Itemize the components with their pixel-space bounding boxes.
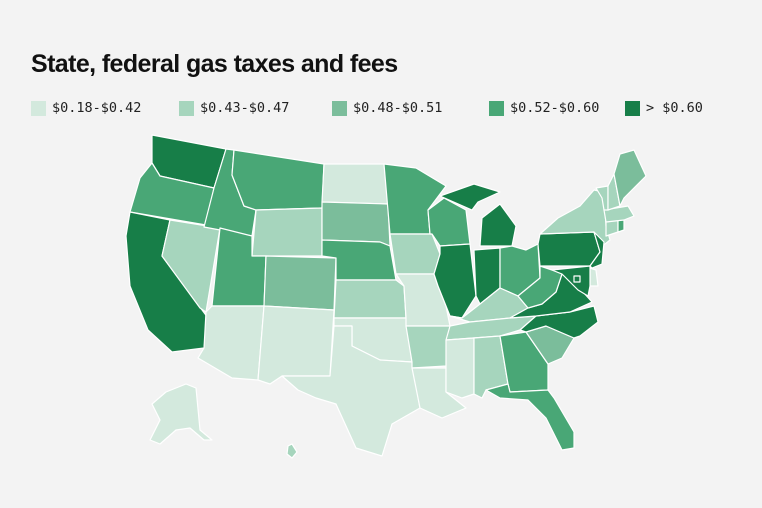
legend-item-2: $0.43-$0.47: [179, 100, 332, 116]
legend: $0.18-$0.42 $0.43-$0.47 $0.48-$0.51 $0.5…: [31, 100, 703, 116]
legend-label-5: > $0.60: [646, 100, 703, 116]
state-ME[interactable]: [613, 149, 647, 207]
legend-swatch-5: [625, 100, 640, 116]
state-DC[interactable]: [573, 275, 581, 283]
state-IA[interactable]: [389, 233, 441, 275]
legend-swatch-1: [31, 100, 46, 116]
state-HI[interactable]: [286, 443, 298, 459]
legend-label-3: $0.48-$0.51: [353, 100, 443, 116]
state-WY[interactable]: [251, 207, 323, 257]
state-AK[interactable]: [149, 383, 213, 445]
state-DE[interactable]: [589, 267, 599, 287]
state-CO[interactable]: [263, 255, 337, 311]
state-MT[interactable]: [231, 149, 325, 211]
legend-item-3: $0.48-$0.51: [332, 100, 489, 116]
state-KS[interactable]: [333, 279, 407, 319]
state-AR[interactable]: [405, 325, 451, 369]
state-AZ[interactable]: [197, 305, 265, 381]
legend-item-4: $0.52-$0.60: [489, 100, 625, 116]
legend-swatch-3: [332, 100, 347, 116]
state-MI[interactable]: [439, 183, 517, 247]
legend-label-2: $0.43-$0.47: [200, 100, 290, 116]
legend-item-5: > $0.60: [625, 100, 703, 116]
legend-swatch-4: [489, 100, 504, 116]
state-VT[interactable]: [595, 185, 609, 211]
page-title: State, federal gas taxes and fees: [31, 50, 398, 78]
legend-swatch-2: [179, 100, 194, 116]
state-MD[interactable]: [551, 265, 591, 297]
state-NJ[interactable]: [589, 231, 605, 269]
legend-item-1: $0.18-$0.42: [31, 100, 179, 116]
state-FL[interactable]: [485, 383, 575, 451]
state-ND[interactable]: [321, 163, 389, 205]
state-NM[interactable]: [257, 305, 335, 385]
state-MA[interactable]: [603, 205, 635, 223]
state-SD[interactable]: [321, 201, 391, 247]
state-TX[interactable]: [281, 325, 421, 457]
legend-label-4: $0.52-$0.60: [510, 100, 600, 116]
legend-label-1: $0.18-$0.42: [52, 100, 142, 116]
state-MS[interactable]: [445, 337, 475, 399]
state-PA[interactable]: [537, 231, 601, 267]
state-RI[interactable]: [617, 219, 625, 233]
